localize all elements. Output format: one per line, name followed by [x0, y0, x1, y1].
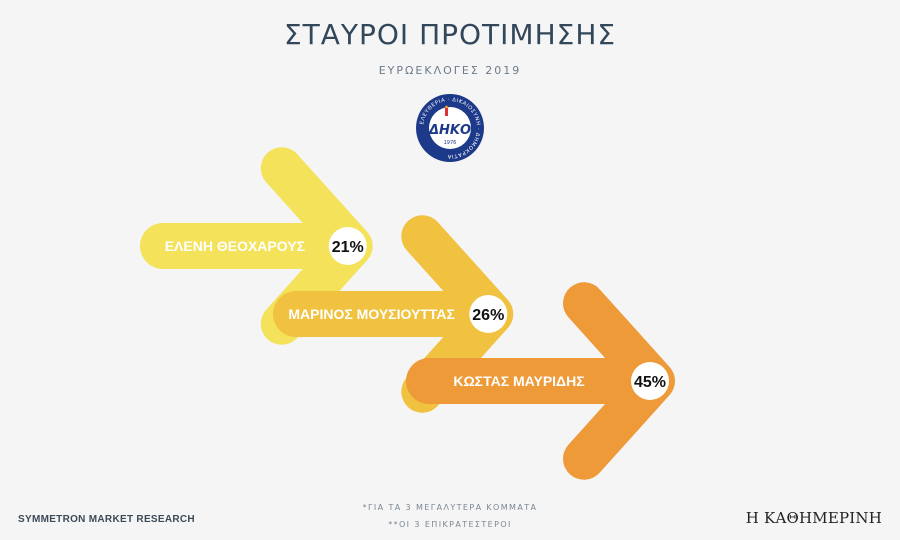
logo-year: 1976: [444, 140, 457, 146]
footnote-2: **ΟΙ 3 ΕΠΙΚΡΑΤΕΣΤΕΡΟΙ: [388, 520, 512, 529]
publisher-logo: Η ΚΑΘΗΜΕΡΙΝΗ: [745, 509, 882, 527]
source-label: SYMMETRON MARKET RESEARCH: [18, 514, 195, 525]
value-label: 45%: [634, 374, 666, 391]
candidate-label: ΕΛΕΝΗ ΘΕΟΧΑΡΟΥΣ: [165, 238, 305, 254]
value-badge: [631, 362, 669, 400]
logo-text: ΔΗΚΟ: [428, 123, 471, 138]
chart-title: ΣΤΑΥΡΟΙ ΠΡΟΤΙΜΗΣΗΣ: [283, 18, 617, 51]
party-logo: ΕΛΕΥΘΕΡΙΑ · ΔΙΚΑΙΟΣΥΝΗ · ΔΗΜΟΚΡΑΤΙΑ ΔΗΚΟ…: [414, 92, 486, 164]
value-label: 26%: [472, 307, 504, 324]
chart-subtitle: ΕΥΡΩΕΚΛΟΓΕΣ 2019: [378, 64, 522, 77]
value-label: 21%: [332, 239, 364, 256]
footnote-1: *ΓΙΑ ΤΑ 3 ΜΕΓΑΛΥΤΕΡΑ ΚΟΜΜΑΤΑ: [362, 503, 538, 512]
candidate-label: ΜΑΡΙΝΟΣ ΜΟΥΣΙΟΥΤΤΑΣ: [288, 306, 455, 322]
value-badge: [469, 295, 508, 333]
value-badge: [328, 227, 367, 265]
candidate-label: ΚΩΣΤΑΣ ΜΑΥΡΙΔΗΣ: [453, 373, 584, 389]
arrow-mark: ΚΩΣΤΑΣ ΜΑΥΡΙΔΗΣ 45%: [406, 282, 675, 480]
